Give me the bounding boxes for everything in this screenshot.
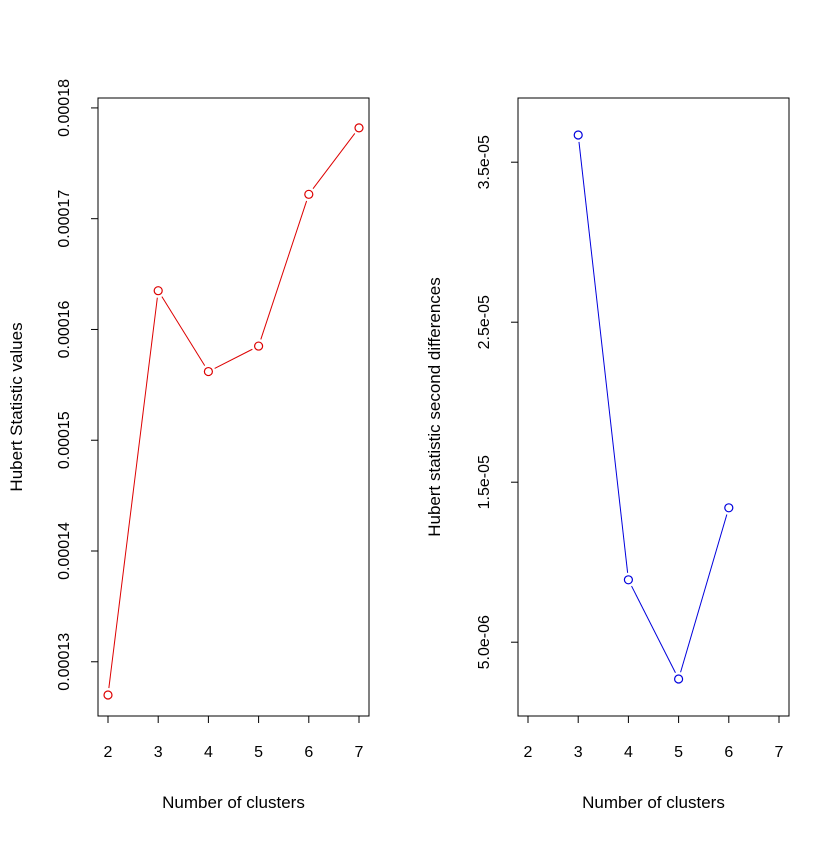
y-tick-label: 0.00013 (56, 633, 73, 691)
y-axis-title: Hubert statistic second differences (425, 277, 444, 537)
x-tick-label: 5 (254, 744, 263, 761)
x-tick-label: 2 (524, 744, 533, 761)
x-tick-label: 7 (355, 744, 364, 761)
x-tick-label: 6 (304, 744, 313, 761)
data-point (573, 130, 583, 140)
y-tick-label: 3.5e-05 (476, 135, 493, 189)
plot-frame (517, 97, 790, 717)
data-point (203, 366, 213, 377)
y-axis-title: Hubert Statistic values (7, 322, 26, 491)
series-line-segment (578, 141, 629, 573)
data-point (673, 674, 684, 684)
x-tick-label: 6 (724, 744, 733, 761)
series-line-segment (680, 514, 728, 673)
y-tick-label: 0.00014 (56, 522, 73, 580)
hubert-second-differences-panel: 2 3 4 5 6 7 5.0e-06 1.5e-05 2.5e-05 3.5e-05 Number… (425, 97, 790, 812)
x-tick-label: 4 (624, 744, 633, 761)
data-point (153, 286, 163, 296)
plot-frame (97, 97, 370, 717)
series-line-segment (312, 133, 356, 190)
y-tick-label: 0.00015 (56, 411, 73, 469)
data-point (623, 575, 634, 585)
x-axis-title: Number of clusters (582, 793, 725, 812)
data-point (354, 123, 364, 133)
series-line-segment (260, 200, 308, 340)
y-tick-label: 0.00018 (56, 79, 73, 137)
series-line-segment (631, 585, 676, 673)
y-tick-label: 5.0e-06 (476, 615, 493, 669)
series-line-segment (214, 348, 253, 369)
x-tick-label: 2 (104, 744, 113, 761)
series-line-segment (161, 296, 206, 366)
x-tick-label: 3 (574, 744, 583, 761)
x-tick-label: 5 (674, 744, 683, 761)
y-tick-label: 1.5e-05 (476, 455, 493, 509)
data-point (724, 503, 734, 513)
data-point (103, 690, 113, 700)
x-tick-label: 4 (204, 744, 213, 761)
x-tick-label: 3 (154, 744, 163, 761)
y-tick-label: 2.5e-05 (476, 295, 493, 349)
y-tick-label: 0.00016 (56, 300, 73, 358)
y-tick-label: 0.00017 (56, 190, 73, 248)
data-point (304, 189, 314, 199)
x-tick-label: 7 (775, 744, 784, 761)
data-point (254, 341, 264, 351)
hubert-statistic-panel: 2 3 4 5 6 7 0.00013 0.00014 0.00015 0.00016 0.0001… (7, 79, 370, 812)
series-line-segment (108, 297, 158, 689)
x-axis-title: Number of clusters (162, 793, 305, 812)
